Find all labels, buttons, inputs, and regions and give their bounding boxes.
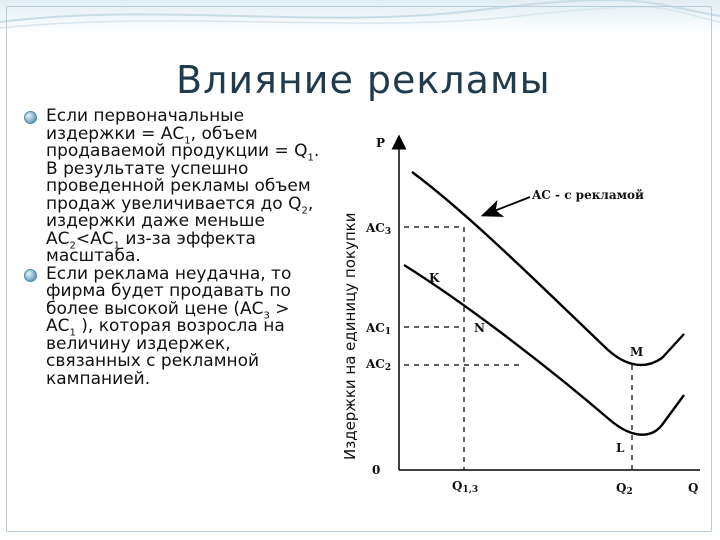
slide-title: Влияние рекламы	[176, 58, 551, 102]
ac1-label: AC1	[365, 321, 391, 337]
ac2-label: AC2	[365, 357, 391, 373]
decorative-swirl-icon	[0, 0, 720, 29]
curve-label: AC - с рекламой	[531, 188, 644, 202]
subscript: 2	[301, 204, 308, 216]
slide-frame	[6, 6, 712, 532]
y-axis-title: Издержки на единицу покупки	[341, 213, 359, 460]
ac-curve-with-ads	[411, 171, 685, 367]
text-run: , издержки даже меньше АС	[46, 193, 314, 249]
bullet-icon	[24, 111, 37, 124]
bullet-text: Если первоначальные издержки = АС 1, объе…	[46, 106, 319, 266]
point-k-label: K	[429, 271, 440, 285]
text-run: Если реклама неудачна, то фирма будет пр…	[46, 263, 292, 319]
text-run: <АС	[75, 228, 114, 249]
callout-arrow	[480, 196, 531, 217]
bullet-icon	[24, 268, 37, 282]
text-run: . В результате успешно проведенной рекла…	[46, 141, 320, 214]
subscript: 1	[307, 152, 314, 164]
point-n-label: N	[474, 321, 485, 335]
bullet-text: Если реклама неудачна, то фирма будет пр…	[46, 264, 291, 389]
q-axis-label: Q	[688, 481, 698, 495]
point-m-label: M	[630, 345, 643, 359]
text-run: , объем продаваемой продукции = Q	[46, 123, 308, 161]
bullet-item: Если первоначальные издержки = АС 1, объе…	[22, 106, 322, 266]
ac-curve-original	[403, 263, 685, 436]
q2-label: Q2	[616, 481, 633, 497]
text-run: > АС	[46, 298, 290, 336]
origin-label: 0	[372, 463, 380, 477]
text-run: ), которая возросла на величину издержек…	[46, 316, 285, 389]
subscript: 1	[69, 327, 76, 339]
ac3-label: AC3	[365, 221, 391, 237]
text-run: из-за эффекта масштаба.	[46, 228, 256, 266]
bullet-list: Если первоначальные издержки = АС1, объе…	[22, 106, 322, 389]
p-label: P	[376, 136, 385, 150]
bullet-item: Если реклама неудачна, то фирма будет пр…	[22, 264, 322, 389]
text-run: Если первоначальные издержки = АС	[46, 106, 245, 144]
point-l-label: L	[616, 441, 625, 455]
q13-label: Q1,3	[452, 479, 478, 495]
